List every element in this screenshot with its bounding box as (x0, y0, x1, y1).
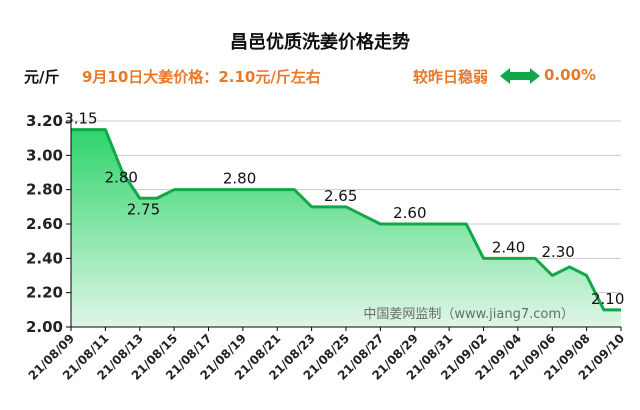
price-summary: 9月10日大姜价格：2.10元/斤左右 (82, 66, 321, 87)
data-label: 2.40 (492, 238, 525, 256)
price-area (71, 129, 621, 327)
price-value: 2.10元/斤左右 (218, 68, 321, 86)
y-tick-label: 2.80 (26, 181, 63, 199)
watermark: 中国姜网监制（www.jiang7.com） (363, 307, 574, 322)
change-label: 较昨日稳弱 (413, 68, 489, 86)
data-label: 2.75 (127, 200, 160, 218)
y-tick-label: 2.00 (26, 318, 63, 336)
data-label: 2.65 (324, 187, 357, 205)
y-tick-label: 3.20 (26, 112, 63, 130)
page-title: 昌邑优质洗姜价格走势 (230, 32, 410, 53)
y-tick-label: 3.00 (26, 146, 63, 164)
price-prefix: 9月10日大姜价格： (82, 68, 219, 86)
y-tick-label: 2.60 (26, 215, 63, 233)
data-label: 2.10 (591, 290, 624, 308)
y-unit-label: 元/斤 (24, 68, 60, 86)
data-label: 3.15 (64, 110, 97, 128)
double-arrow-icon (500, 68, 540, 84)
y-tick-label: 2.40 (26, 249, 63, 267)
change-percent: 0.00% (544, 66, 597, 84)
data-label: 2.80 (105, 169, 138, 187)
data-label: 2.30 (541, 243, 574, 261)
y-tick-label: 2.20 (26, 284, 63, 302)
data-label: 2.60 (393, 204, 426, 222)
price-line (71, 128, 621, 312)
data-label: 2.80 (223, 170, 256, 188)
